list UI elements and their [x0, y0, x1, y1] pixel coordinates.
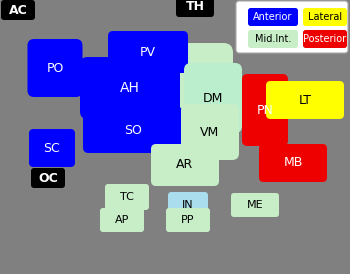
FancyBboxPatch shape — [29, 129, 75, 167]
Text: TC: TC — [120, 192, 134, 202]
Text: LT: LT — [299, 93, 312, 107]
FancyBboxPatch shape — [303, 8, 347, 26]
FancyBboxPatch shape — [166, 208, 210, 232]
Text: SC: SC — [44, 141, 60, 155]
FancyBboxPatch shape — [151, 144, 219, 186]
Text: PN: PN — [257, 104, 273, 116]
Text: OC: OC — [38, 172, 58, 184]
FancyBboxPatch shape — [266, 81, 344, 119]
Text: PO: PO — [46, 61, 64, 75]
FancyBboxPatch shape — [231, 193, 279, 217]
FancyBboxPatch shape — [242, 74, 288, 146]
FancyBboxPatch shape — [153, 43, 233, 153]
Text: AP: AP — [115, 215, 129, 225]
FancyBboxPatch shape — [184, 63, 242, 133]
Text: Lateral: Lateral — [308, 12, 342, 22]
FancyBboxPatch shape — [108, 31, 188, 73]
FancyBboxPatch shape — [100, 208, 144, 232]
Text: MB: MB — [283, 156, 303, 170]
FancyBboxPatch shape — [248, 8, 298, 26]
Text: DM: DM — [203, 92, 223, 104]
FancyBboxPatch shape — [259, 144, 327, 182]
FancyBboxPatch shape — [176, 0, 214, 17]
FancyBboxPatch shape — [1, 0, 35, 20]
Text: Mid.Int.: Mid.Int. — [255, 34, 291, 44]
Text: AH: AH — [120, 81, 140, 95]
Text: AC: AC — [9, 4, 27, 16]
FancyBboxPatch shape — [248, 30, 298, 48]
Text: AR: AR — [176, 158, 194, 172]
Text: SO: SO — [124, 124, 142, 136]
Text: ME: ME — [247, 200, 263, 210]
FancyBboxPatch shape — [181, 104, 239, 160]
FancyBboxPatch shape — [303, 30, 347, 48]
FancyBboxPatch shape — [80, 57, 180, 119]
FancyBboxPatch shape — [31, 168, 65, 188]
Text: VM: VM — [200, 125, 220, 138]
Text: PP: PP — [181, 215, 195, 225]
Text: TH: TH — [186, 0, 204, 13]
FancyBboxPatch shape — [105, 184, 149, 210]
Text: PV: PV — [140, 45, 156, 59]
FancyBboxPatch shape — [168, 192, 208, 218]
FancyBboxPatch shape — [28, 39, 83, 97]
Text: IN: IN — [182, 200, 194, 210]
Text: Posterior: Posterior — [303, 34, 346, 44]
Text: Anterior: Anterior — [253, 12, 293, 22]
FancyBboxPatch shape — [83, 107, 183, 153]
FancyBboxPatch shape — [236, 1, 348, 53]
